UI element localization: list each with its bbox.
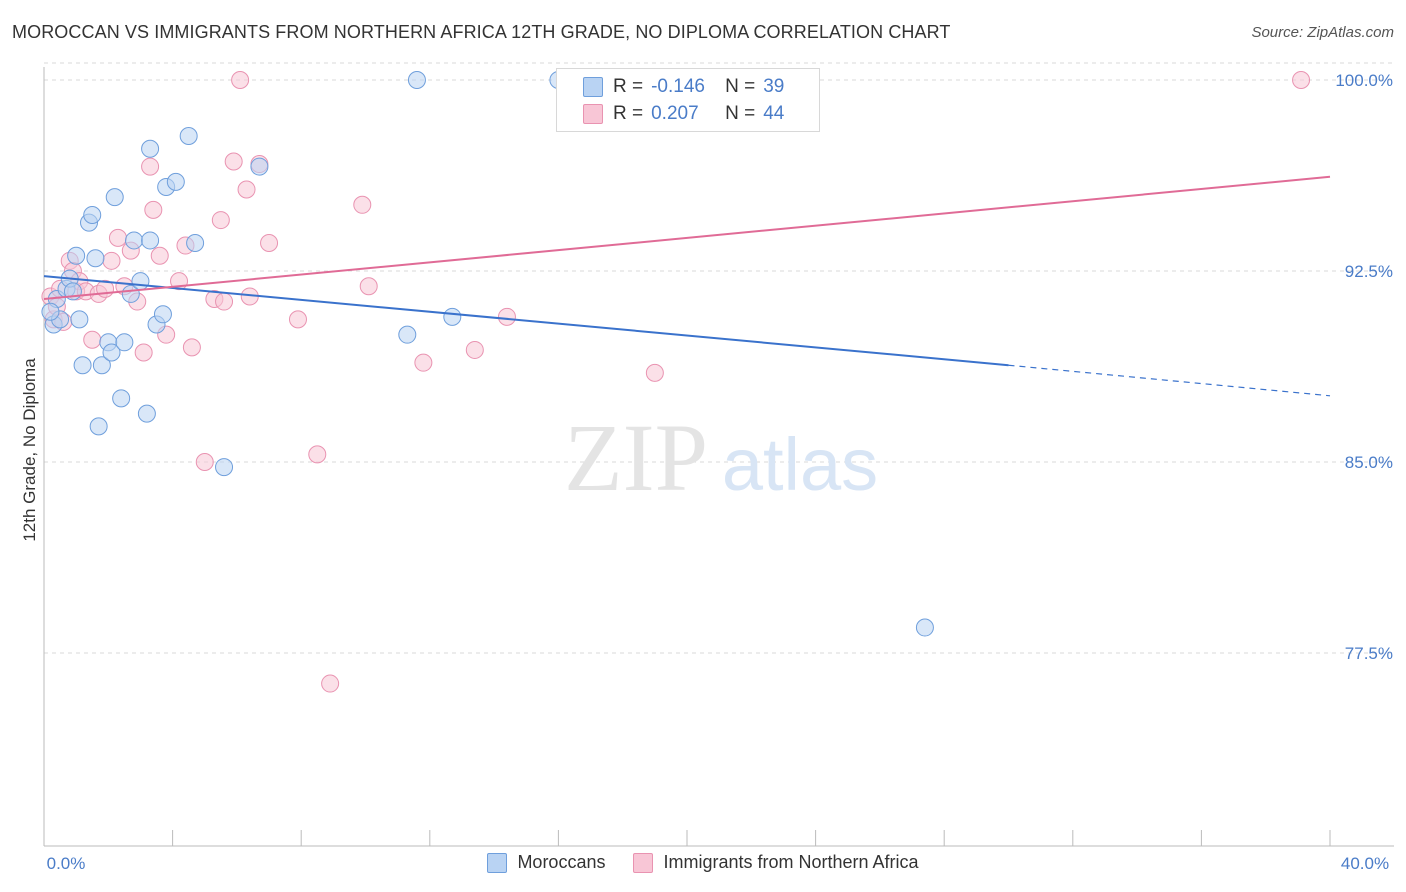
data-point (134, 343, 153, 362)
y-tick-label: 100.0% (1335, 71, 1393, 90)
data-point (105, 188, 124, 207)
data-point (407, 71, 426, 89)
data-point (195, 453, 214, 471)
data-point (86, 249, 105, 268)
y-tick-label: 77.5% (1345, 644, 1393, 663)
data-point (288, 310, 307, 329)
data-point (137, 404, 156, 423)
legend-swatch-pink (583, 104, 603, 124)
data-point (414, 353, 433, 372)
data-point (153, 305, 172, 324)
legend-r-label: R = (613, 76, 644, 97)
legend-r-label: R = (613, 103, 644, 124)
legend-swatch-pink (633, 852, 654, 873)
data-point (215, 292, 234, 311)
x-tick-label: 0.0% (47, 854, 86, 873)
data-point (102, 343, 121, 362)
y-tick-label: 92.5% (1345, 262, 1393, 281)
legend-label-immigrants: Immigrants from Northern Africa (663, 852, 919, 872)
axes (43, 67, 1394, 847)
data-point (83, 330, 102, 349)
data-point (182, 338, 201, 357)
trend-line-blue (43, 275, 1009, 367)
legend-item-immigrants[interactable]: Immigrants from Northern Africa (633, 852, 919, 873)
watermark-zip: ZIP (564, 404, 708, 511)
data-point (321, 674, 340, 693)
data-point (186, 233, 205, 252)
legend-r-value: 0.207 (651, 103, 699, 124)
legend-n-value: 39 (763, 76, 785, 97)
data-point (73, 356, 92, 375)
data-point (141, 231, 160, 250)
series-immigrants-points (41, 71, 1311, 693)
data-point (398, 325, 417, 344)
legend-label-moroccans: Moroccans (517, 852, 606, 872)
chart-source: Source: ZipAtlas.com (1251, 24, 1394, 41)
data-point (166, 172, 185, 191)
data-point (497, 307, 516, 326)
data-point (92, 356, 111, 375)
legend-swatch-blue (583, 77, 603, 97)
x-tick-label: 40.0% (1341, 854, 1389, 873)
data-point (443, 307, 462, 326)
data-point (211, 211, 230, 230)
data-point (260, 233, 279, 252)
data-point (359, 277, 378, 296)
data-point (125, 231, 144, 250)
legend-n-value: 44 (763, 103, 785, 124)
data-point (83, 205, 102, 224)
data-point (915, 618, 934, 637)
legend-n-label: N = (725, 103, 756, 124)
data-point (645, 363, 664, 382)
series-moroccans-points (41, 71, 934, 637)
data-point (67, 246, 86, 265)
y-tick-label: 85.0% (1345, 453, 1393, 472)
legend-swatch-blue (487, 852, 508, 873)
legend-n-label: N = (725, 76, 756, 97)
legend-row-moroccans: R = -0.146 N = 39 (557, 74, 784, 100)
trend-line-pink (43, 175, 1331, 301)
legend-row-immigrants: R = 0.207 N = 44 (557, 101, 784, 127)
watermark: ZIP atlas (564, 404, 878, 511)
data-point (70, 310, 89, 329)
tick-labels: 100.0% 92.5% 85.0% 77.5% 0.0% 40.0% (47, 71, 1393, 873)
data-point (1292, 71, 1311, 89)
data-point (141, 157, 160, 176)
data-point (465, 340, 484, 359)
data-point (231, 71, 250, 89)
data-point (112, 389, 131, 408)
watermark-atlas: atlas (722, 423, 878, 506)
chart-title: MOROCCAN VS IMMIGRANTS FROM NORTHERN AFR… (12, 22, 951, 42)
data-point (224, 152, 243, 171)
stats-legend: R = -0.146 N = 39 R = 0.207 N = 44 (556, 68, 820, 132)
data-point (102, 251, 121, 270)
data-point (179, 127, 198, 146)
data-point (237, 180, 256, 199)
data-point (41, 302, 60, 321)
trend-extension-blue (1008, 364, 1331, 397)
data-point (144, 200, 163, 219)
data-point (115, 333, 134, 352)
series-legend: Moroccans Immigrants from Northern Afric… (0, 852, 1406, 873)
data-point (131, 272, 150, 291)
data-point (89, 417, 108, 436)
data-point (353, 195, 372, 214)
data-point (250, 157, 269, 176)
data-point (150, 246, 169, 265)
legend-item-moroccans[interactable]: Moroccans (487, 852, 605, 873)
gridlines (44, 62, 1394, 654)
data-point (215, 458, 234, 477)
data-point (308, 445, 327, 464)
data-point (108, 228, 127, 247)
data-point (141, 139, 160, 158)
trend-lines (43, 175, 1331, 397)
legend-r-value: -0.146 (651, 76, 705, 97)
